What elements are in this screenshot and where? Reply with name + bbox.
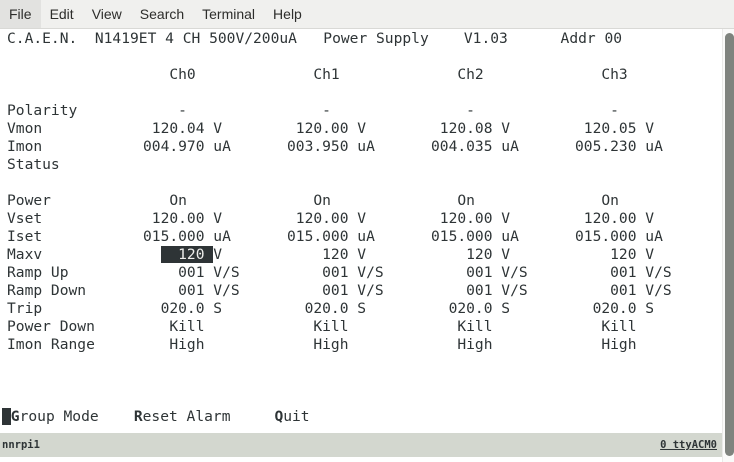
scrollbar-thumb[interactable] [725,33,734,456]
cell-power-ch1: On [287,192,331,209]
row-label-imon: Imon [7,138,43,155]
cell-imon-range-ch0: High [143,336,205,353]
cell-ramp-up-ch1: 001 V/S [287,264,384,281]
cell-power-down-ch2: Kill [431,318,493,335]
cell-imon-range-ch2: High [431,336,493,353]
scrollbar-track[interactable] [722,29,734,462]
cell-ramp-up-ch2: 001 V/S [431,264,528,281]
cell-iset-ch2: 015.000 uA [431,228,519,245]
cell-ramp-up-ch3: 001 V/S [575,264,672,281]
column-header-ch1: Ch1 [287,66,340,83]
menu-help[interactable]: Help [273,6,302,22]
cell-maxv-ch2: 120 V [431,246,511,263]
menu-file[interactable]: File [0,0,41,28]
cell-polarity-ch1: - [287,102,331,119]
cell-imon-ch3: 005.230 uA [575,138,663,155]
cell-trip-ch2: 020.0 S [431,300,511,317]
cell-iset-ch3: 015.000 uA [575,228,663,245]
menu-terminal[interactable]: Terminal [202,6,256,22]
cell-trip-ch0: 020.0 S [143,300,223,317]
hotkey-r: R [133,408,143,425]
session-name: nnrpi1 [2,439,40,451]
cell-imon-range-ch3: High [575,336,637,353]
command-reset-alarm[interactable]: Reset Alarm [133,408,231,425]
cell-polarity-ch3: - [575,102,619,119]
row-label-ramp-up: Ramp Up [7,264,69,281]
cell-power-down-ch1: Kill [287,318,349,335]
cell-ramp-down-ch1: 001 V/S [287,282,384,299]
menu-search[interactable]: Search [139,6,185,22]
row-label-polarity: Polarity [7,102,78,119]
hotkey-q: Q [274,408,284,425]
cell-vset-ch2: 120.00 V [431,210,511,227]
cell-power-ch0: On [143,192,187,209]
cell-power-ch3: On [575,192,619,209]
maxv-selected-field[interactable]: 120 [160,246,214,263]
row-label-vset: Vset [7,210,43,227]
cell-vset-ch1: 120.00 V [287,210,367,227]
cell-power-down-ch3: Kill [575,318,637,335]
command-group-mode[interactable]: Group Mode [10,408,99,425]
cell-trip-ch1: 020.0 S [287,300,367,317]
row-label-ramp-down: Ramp Down [7,282,87,299]
command-footer: Group Mode Reset Alarm Quit [2,408,310,426]
status-bar: nnrpi1 0 ttyACM0 [0,433,722,457]
row-label-power-down: Power Down [7,318,95,335]
cell-vmon-ch2: 120.08 V [431,120,511,137]
cell-vmon-ch1: 120.00 V [287,120,367,137]
cell-maxv-ch1: 120 V [287,246,367,263]
cell-imon-ch2: 004.035 uA [431,138,519,155]
column-header-ch3: Ch3 [575,66,628,83]
command-quit[interactable]: Quit [274,408,310,425]
cell-power-ch2: On [431,192,475,209]
menu-bar: File Edit View Search Terminal Help [0,0,734,29]
menu-edit[interactable]: Edit [49,6,74,22]
cell-iset-ch1: 015.000 uA [287,228,375,245]
terminal-screen[interactable]: C.A.E.N. N1419ET 4 CH 500V/200uA Power S… [0,29,722,433]
row-label-maxv: Maxv [7,246,43,263]
device-header-line: C.A.E.N. N1419ET 4 CH 500V/200uA Power S… [7,30,623,47]
cell-imon-ch0: 004.970 uA [143,138,231,155]
cell-polarity-ch0: - [143,102,187,119]
cell-vmon-ch0: 120.04 V [143,120,223,137]
tty-indicator: 0 ttyACM0 [660,439,717,451]
cell-maxv-ch0: 120 V [143,246,222,264]
row-label-iset: Iset [7,228,43,245]
row-label-status: Status [7,156,60,173]
cell-unit: V [213,246,223,263]
cell-power-down-ch0: Kill [143,318,205,335]
cell-maxv-ch3: 120 V [575,246,655,263]
cell-ramp-up-ch0: 001 V/S [143,264,240,281]
row-label-vmon: Vmon [7,120,43,137]
row-label-power: Power [7,192,51,209]
cell-ramp-down-ch2: 001 V/S [431,282,528,299]
cell-iset-ch0: 015.000 uA [143,228,231,245]
column-header-ch0: Ch0 [143,66,196,83]
hotkey-g: G [10,408,20,425]
cell-imon-range-ch1: High [287,336,349,353]
cell-vset-ch0: 120.00 V [143,210,223,227]
cell-vset-ch3: 120.00 V [575,210,655,227]
menu-view[interactable]: View [91,6,122,22]
cell-trip-ch3: 020.0 S [575,300,655,317]
column-header-ch2: Ch2 [431,66,484,83]
row-label-trip: Trip [7,300,43,317]
cell-polarity-ch2: - [431,102,475,119]
terminal-cursor [2,408,11,425]
cell-ramp-down-ch0: 001 V/S [143,282,240,299]
row-label-imon-range: Imon Range [7,336,95,353]
cell-pad [143,246,161,263]
cell-vmon-ch3: 120.05 V [575,120,655,137]
cell-ramp-down-ch3: 001 V/S [575,282,672,299]
cell-imon-ch1: 003.950 uA [287,138,375,155]
